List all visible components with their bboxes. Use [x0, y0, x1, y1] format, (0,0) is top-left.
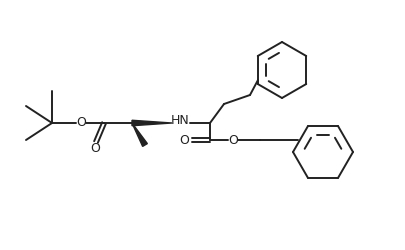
Text: HN: HN	[171, 114, 190, 128]
Text: O: O	[76, 116, 86, 130]
Text: O: O	[228, 134, 238, 146]
Polygon shape	[132, 120, 172, 126]
Polygon shape	[132, 123, 147, 146]
Text: O: O	[179, 134, 189, 146]
Text: O: O	[90, 142, 100, 156]
